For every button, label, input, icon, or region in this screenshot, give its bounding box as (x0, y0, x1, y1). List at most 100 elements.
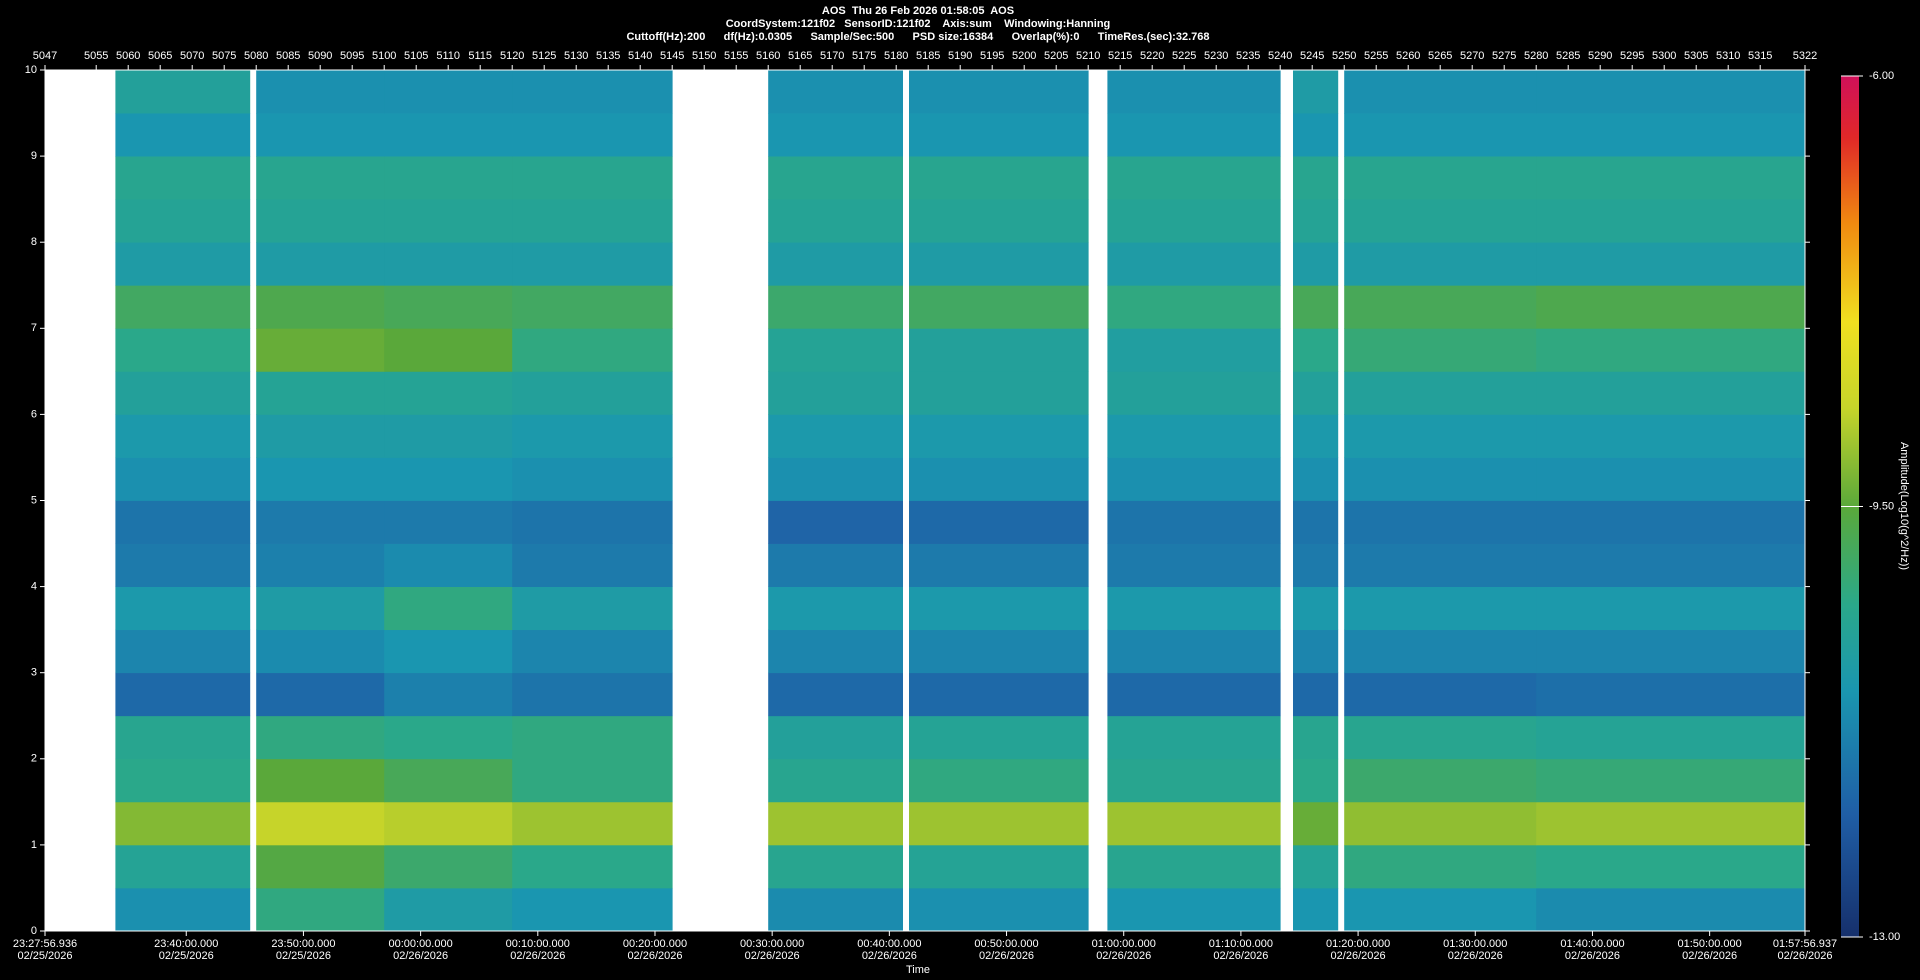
top-tick-label: 5080 (244, 50, 268, 62)
heat-cell (115, 285, 251, 329)
heat-cell (1293, 328, 1339, 372)
heat-cell (1536, 629, 1806, 674)
heat-cell (512, 629, 673, 674)
heat-cell (1536, 887, 1806, 932)
heat-cell (909, 844, 1089, 889)
x-tick-date: 02/25/2026 (276, 950, 331, 962)
x-tick-label: 00:50:00.000 (974, 938, 1038, 950)
heat-cell (256, 242, 385, 286)
top-tick-label: 5310 (1716, 50, 1740, 62)
x-tick-date: 02/26/2026 (393, 950, 448, 962)
heat-cell (1536, 156, 1806, 200)
heat-cell (1536, 285, 1806, 329)
heat-cell (1344, 500, 1537, 544)
heat-cell (512, 371, 673, 415)
heat-cell (1293, 371, 1339, 415)
y-tick-label: 10 (25, 64, 37, 76)
heat-cell (768, 371, 903, 415)
heat-cell (1107, 500, 1281, 544)
heat-cell (909, 242, 1089, 286)
heat-cell (115, 242, 251, 286)
heat-cell (909, 543, 1089, 587)
heat-cell (512, 156, 673, 200)
heat-cell (512, 457, 673, 501)
top-tick-label: 5075 (212, 50, 236, 62)
heat-cell (1344, 242, 1537, 286)
top-tick-label: 5235 (1236, 50, 1260, 62)
heat-cell (256, 715, 385, 760)
top-tick-label: 5155 (724, 50, 748, 62)
heat-cell (1344, 672, 1537, 717)
y-tick-label: 7 (31, 322, 37, 334)
heat-cell (256, 801, 385, 846)
heat-cell (512, 543, 673, 587)
top-tick-label: 5090 (308, 50, 332, 62)
top-tick-label: 5175 (852, 50, 876, 62)
heat-cell (256, 629, 385, 674)
heat-cell (384, 844, 513, 889)
heat-cell (256, 500, 385, 544)
heat-cell (909, 199, 1089, 243)
top-tick-label: 5260 (1396, 50, 1420, 62)
heat-cell (384, 457, 513, 501)
y-tick-label: 2 (31, 753, 37, 765)
heat-cell (1293, 156, 1339, 200)
heat-cell (384, 70, 513, 114)
heat-cell (256, 844, 385, 889)
x-tick-date: 02/26/2026 (1565, 950, 1620, 962)
heat-cell (909, 887, 1089, 932)
top-tick-label: 5100 (372, 50, 396, 62)
top-tick-label: 5150 (692, 50, 716, 62)
heat-cell (256, 156, 385, 200)
heat-cell (1344, 457, 1537, 501)
heat-cell (1344, 199, 1537, 243)
heat-cell (256, 199, 385, 243)
heat-cell (909, 672, 1089, 717)
y-tick-label: 9 (31, 150, 37, 162)
top-tick-label: 5060 (116, 50, 140, 62)
x-tick-label: 00:30:00.000 (740, 938, 804, 950)
heat-cell (256, 371, 385, 415)
top-tick-label: 5115 (468, 50, 492, 62)
y-tick-label: 5 (31, 494, 37, 506)
heat-cell (1293, 715, 1339, 760)
heat-cell (1107, 457, 1281, 501)
heat-cell (384, 629, 513, 674)
y-tick-label: 6 (31, 408, 37, 420)
x-tick-label: 01:40:00.000 (1560, 938, 1624, 950)
heat-cell (1293, 242, 1339, 286)
heat-cell (115, 801, 251, 846)
heat-cell (512, 113, 673, 157)
top-tick-label: 5120 (500, 50, 524, 62)
heat-cell (512, 844, 673, 889)
heat-cell (256, 285, 385, 329)
x-tick-label: 00:10:00.000 (506, 938, 570, 950)
heat-cell (256, 543, 385, 587)
heat-cell (768, 242, 903, 286)
top-tick-label: 5195 (980, 50, 1004, 62)
heat-cell (1107, 887, 1281, 932)
heat-cell (768, 414, 903, 458)
heat-cell (256, 758, 385, 803)
heat-cell (768, 801, 903, 846)
heat-cell (384, 715, 513, 760)
top-tick-label: 5070 (180, 50, 204, 62)
heat-cell (1293, 199, 1339, 243)
x-tick-date: 02/26/2026 (1682, 950, 1737, 962)
heat-cell (1536, 242, 1806, 286)
heat-cell (115, 586, 251, 631)
top-tick-label: 5305 (1684, 50, 1708, 62)
heat-cell (1536, 457, 1806, 501)
heat-cell (384, 328, 513, 372)
heat-cell (909, 371, 1089, 415)
top-tick-label: 5047 (33, 50, 57, 62)
heat-cell (1107, 586, 1281, 631)
heat-cell (768, 70, 903, 114)
heat-cell (1536, 758, 1806, 803)
heat-cell (1107, 758, 1281, 803)
heat-cell (512, 500, 673, 544)
header-line: AOS Thu 26 Feb 2026 01:58:05 AOS (822, 5, 1014, 17)
heat-cell (115, 457, 251, 501)
x-axis-label: Time (906, 964, 930, 976)
heat-cell (1344, 758, 1537, 803)
